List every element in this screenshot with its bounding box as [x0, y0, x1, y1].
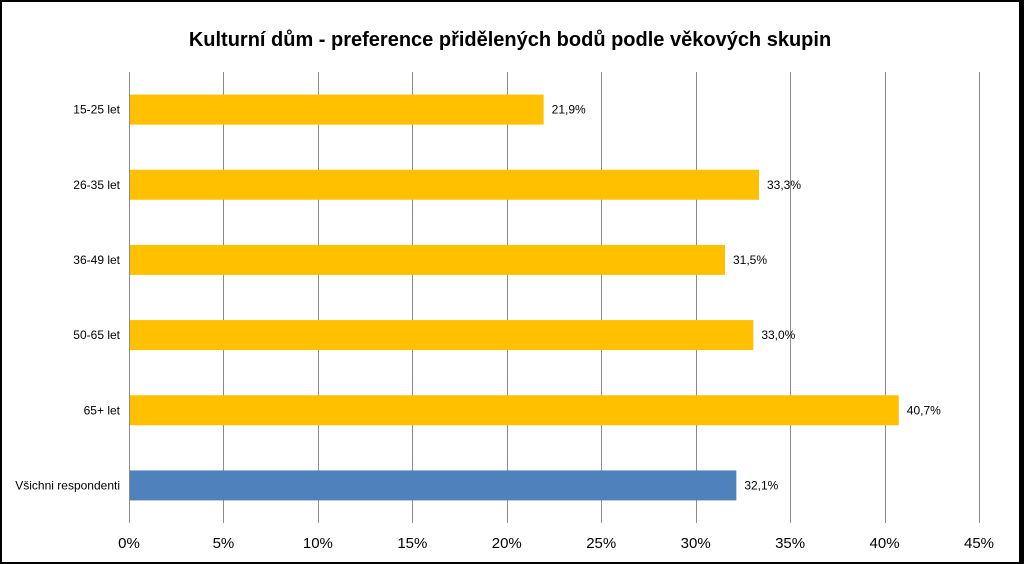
bar — [130, 395, 899, 426]
category-label: Všichni respondenti — [15, 478, 120, 492]
x-tick-label: 30% — [681, 535, 711, 552]
x-tick-label: 45% — [964, 535, 994, 552]
bar — [130, 470, 737, 501]
data-label: 21,9% — [552, 103, 586, 117]
bar — [130, 244, 725, 275]
x-tick-label: 40% — [870, 535, 900, 552]
category-label: 36-49 let — [73, 253, 120, 267]
x-tick-label: 0% — [118, 535, 140, 552]
labels-layer: 0% 5% 10% 15% 20% 25% 30% 35% 40% 45% 15-25 let 21,… — [15, 103, 994, 552]
category-label: 65+ let — [84, 403, 121, 417]
bar — [130, 169, 759, 200]
bar — [130, 94, 544, 125]
data-label: 33,3% — [767, 178, 801, 192]
data-label: 31,5% — [733, 253, 767, 267]
bars-layer — [130, 94, 899, 501]
x-tick-label: 5% — [213, 535, 235, 552]
category-label: 26-35 let — [73, 178, 120, 192]
bar — [130, 320, 754, 351]
x-tick-label: 10% — [303, 535, 333, 552]
data-label: 32,1% — [744, 478, 778, 492]
data-label: 40,7% — [907, 403, 941, 417]
x-tick-label: 20% — [492, 535, 522, 552]
category-label: 15-25 let — [73, 103, 120, 117]
category-label: 50-65 let — [73, 328, 120, 342]
x-tick-label: 15% — [397, 535, 427, 552]
x-tick-label: 35% — [775, 535, 805, 552]
data-label: 33,0% — [761, 328, 795, 342]
x-tick-label: 25% — [586, 535, 616, 552]
grid-layer — [129, 72, 980, 523]
chart-title: Kulturní dům - preference přidělených bo… — [189, 29, 831, 51]
